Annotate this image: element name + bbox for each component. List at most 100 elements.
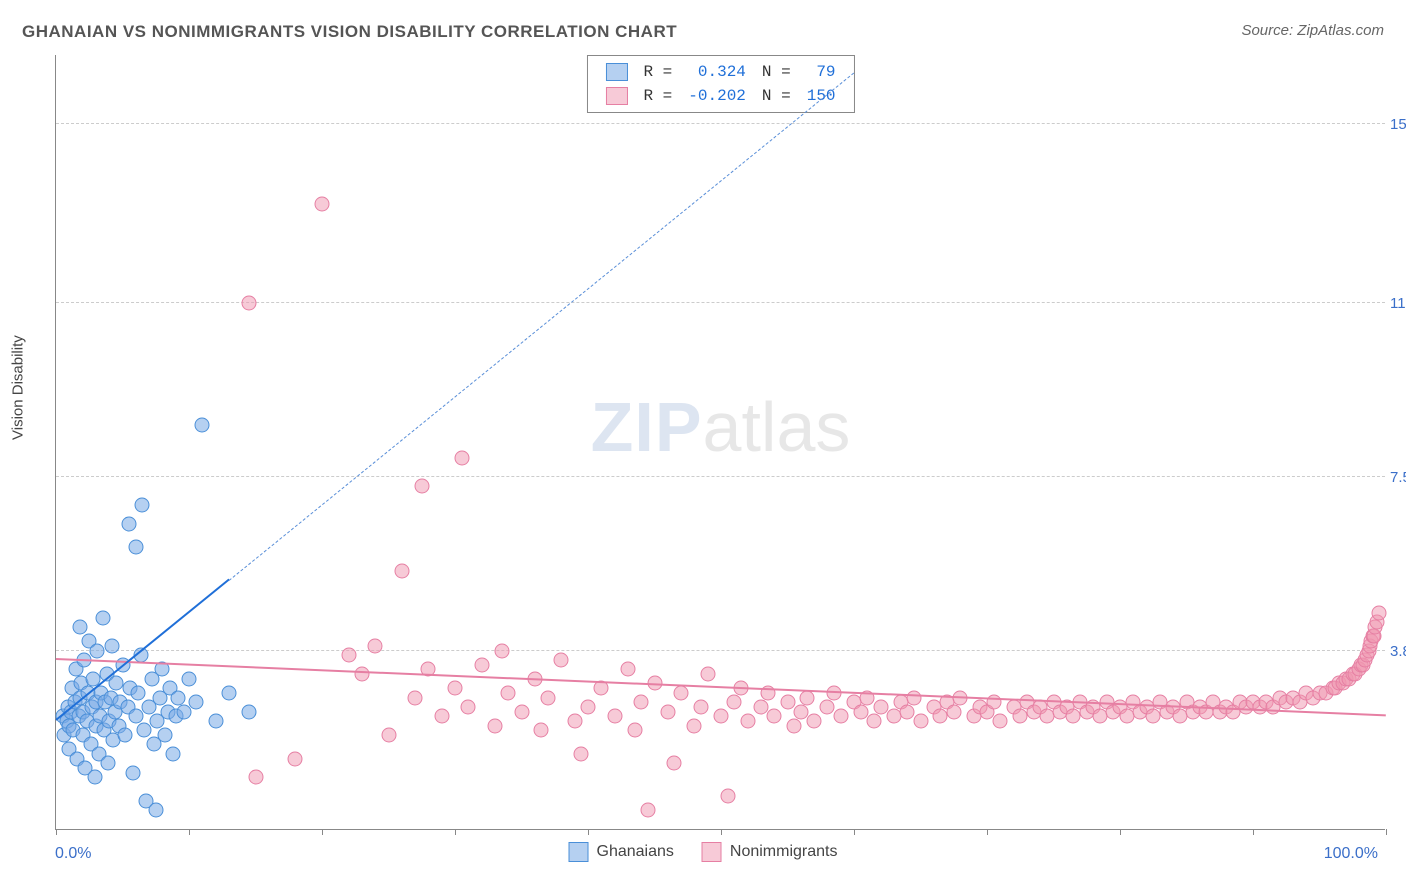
x-axis-max-label: 100.0% [1324,845,1378,863]
scatter-point-nonimmigrants [694,699,709,714]
y-axis-title: Vision Disability [10,335,27,440]
scatter-point-ghanaians [171,690,186,705]
scatter-point-ghanaians [126,765,141,780]
source-attribution: Source: ZipAtlas.com [1241,22,1384,39]
scatter-point-nonimmigrants [494,643,509,658]
scatter-point-ghanaians [241,704,256,719]
scatter-point-nonimmigrants [241,295,256,310]
scatter-point-ghanaians [90,643,105,658]
scatter-point-ghanaians [131,685,146,700]
scatter-point-nonimmigrants [807,713,822,728]
scatter-point-nonimmigrants [341,648,356,663]
scatter-point-ghanaians [122,516,137,531]
y-tick-label: 11.2% [1390,295,1406,312]
y-tick-label: 15.0% [1390,116,1406,133]
scatter-point-nonimmigrants [727,695,742,710]
scatter-point-ghanaians [148,803,163,818]
y-tick-label: 3.8% [1390,643,1406,660]
scatter-point-nonimmigrants [381,728,396,743]
gridline-h [56,650,1385,651]
x-tick-mark [455,829,456,835]
scatter-point-ghanaians [135,497,150,512]
scatter-point-nonimmigrants [248,770,263,785]
x-axis-min-label: 0.0% [55,845,91,863]
legend-swatch-ghanaians [569,842,589,862]
chart-title: GHANAIAN VS NONIMMIGRANTS VISION DISABIL… [22,22,677,42]
scatter-point-nonimmigrants [554,652,569,667]
scatter-point-nonimmigrants [787,718,802,733]
scatter-point-nonimmigrants [700,667,715,682]
bottom-legend: Ghanaians Nonimmigrants [569,842,838,862]
scatter-point-nonimmigrants [315,197,330,212]
scatter-point-nonimmigrants [1372,605,1387,620]
legend-swatch-nonimmigrants [702,842,722,862]
scatter-point-nonimmigrants [753,699,768,714]
gridline-h [56,123,1385,124]
scatter-point-ghanaians [104,638,119,653]
plot-area: ZIPatlas R = 0.324 N = 79 R = -0.202 N =… [55,55,1385,830]
scatter-point-nonimmigrants [767,709,782,724]
swatch-nonimmigrants [605,87,627,105]
scatter-point-ghanaians [182,671,197,686]
scatter-point-nonimmigrants [906,690,921,705]
scatter-point-ghanaians [87,770,102,785]
swatch-ghanaians [605,63,627,81]
scatter-point-nonimmigrants [487,718,502,733]
y-tick-label: 7.5% [1390,469,1406,486]
scatter-point-nonimmigrants [514,704,529,719]
watermark-light: atlas [703,388,851,466]
scatter-point-nonimmigrants [394,563,409,578]
scatter-point-ghanaians [108,676,123,691]
scatter-point-nonimmigrants [660,704,675,719]
x-tick-mark [721,829,722,835]
scatter-point-nonimmigrants [607,709,622,724]
scatter-point-ghanaians [128,709,143,724]
gridline-h [56,476,1385,477]
scatter-point-ghanaians [188,695,203,710]
scatter-point-nonimmigrants [820,699,835,714]
watermark-bold: ZIP [591,388,703,466]
x-tick-mark [1120,829,1121,835]
stat-N-ghanaians: 79 [799,60,844,84]
scatter-point-ghanaians [95,610,110,625]
scatter-point-ghanaians [158,728,173,743]
scatter-point-nonimmigrants [913,713,928,728]
scatter-point-nonimmigrants [574,746,589,761]
watermark: ZIPatlas [591,387,851,467]
legend-label-nonimmigrants: Nonimmigrants [730,843,838,861]
scatter-point-ghanaians [136,723,151,738]
scatter-point-ghanaians [72,620,87,635]
scatter-point-nonimmigrants [627,723,642,738]
scatter-point-nonimmigrants [667,756,682,771]
scatter-point-ghanaians [208,713,223,728]
scatter-point-nonimmigrants [448,681,463,696]
scatter-point-ghanaians [128,540,143,555]
scatter-point-nonimmigrants [408,690,423,705]
stat-R-label: R = [635,60,680,84]
x-tick-mark [987,829,988,835]
scatter-point-ghanaians [166,746,181,761]
scatter-point-ghanaians [221,685,236,700]
scatter-point-nonimmigrants [780,695,795,710]
scatter-point-nonimmigrants [414,479,429,494]
scatter-point-nonimmigrants [620,662,635,677]
scatter-point-nonimmigrants [461,699,476,714]
x-tick-mark [1253,829,1254,835]
x-tick-mark [189,829,190,835]
legend-item-ghanaians: Ghanaians [569,842,674,862]
scatter-point-nonimmigrants [674,685,689,700]
scatter-point-nonimmigrants [720,789,735,804]
scatter-point-nonimmigrants [474,657,489,672]
stat-R-label: R = [635,84,680,108]
legend-label-ghanaians: Ghanaians [597,843,674,861]
trend-line [229,72,855,581]
scatter-point-ghanaians [100,756,115,771]
scatter-point-ghanaians [118,728,133,743]
stat-N-label: N = [754,60,799,84]
legend-item-nonimmigrants: Nonimmigrants [702,842,838,862]
scatter-point-nonimmigrants [793,704,808,719]
scatter-point-nonimmigrants [288,751,303,766]
scatter-point-nonimmigrants [900,704,915,719]
scatter-point-nonimmigrants [581,699,596,714]
scatter-point-nonimmigrants [866,713,881,728]
